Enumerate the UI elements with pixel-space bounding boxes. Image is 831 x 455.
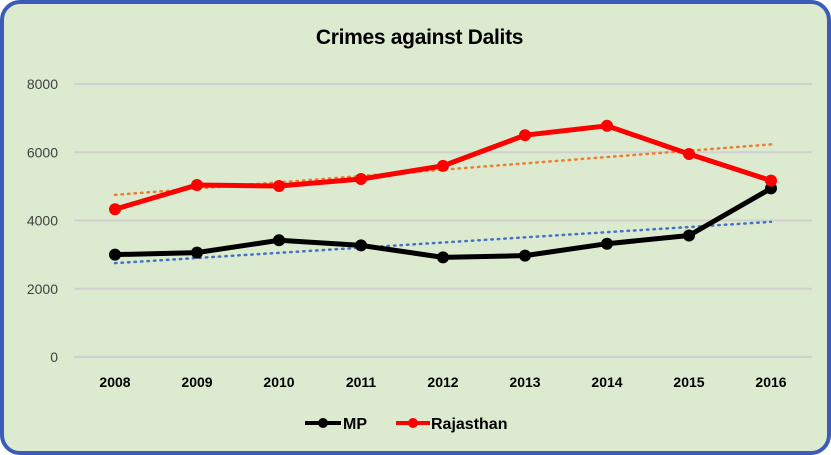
y-tick-label: 8000 bbox=[27, 76, 58, 92]
gridlines bbox=[74, 83, 812, 358]
data-point[interactable] bbox=[683, 229, 695, 242]
legend: MP Rajasthan bbox=[305, 416, 507, 433]
data-point[interactable] bbox=[191, 246, 203, 259]
y-tick-label: 4000 bbox=[27, 213, 58, 229]
series-mp bbox=[109, 182, 777, 264]
data-point[interactable] bbox=[683, 147, 695, 160]
y-tick-label: 6000 bbox=[27, 144, 58, 160]
y-tick-label: 2000 bbox=[27, 281, 58, 297]
legend-item-mp[interactable]: MP bbox=[305, 416, 367, 433]
data-point[interactable] bbox=[765, 174, 777, 187]
y-tick-label: 0 bbox=[50, 349, 58, 365]
x-tick-label: 2014 bbox=[591, 374, 622, 390]
data-point[interactable] bbox=[355, 239, 367, 252]
x-tick-label: 2011 bbox=[346, 374, 377, 390]
legend-item-rajasthan[interactable]: Rajasthan bbox=[396, 416, 507, 433]
data-point[interactable] bbox=[519, 129, 531, 142]
x-tick-label: 2009 bbox=[181, 374, 212, 390]
x-tick-label: 2008 bbox=[99, 374, 130, 390]
x-tick-label: 2016 bbox=[755, 374, 786, 390]
data-point[interactable] bbox=[109, 248, 121, 261]
chart-title: Crimes against Dalits bbox=[315, 26, 524, 49]
legend-label-mp: MP bbox=[343, 416, 367, 433]
data-point[interactable] bbox=[601, 119, 613, 132]
legend-marker-icon bbox=[318, 418, 328, 428]
x-tick-label: 2012 bbox=[427, 374, 458, 390]
data-series bbox=[109, 119, 777, 264]
trendline-mp bbox=[113, 220, 773, 265]
legend-label-rajasthan: Rajasthan bbox=[431, 416, 507, 433]
x-tick-label: 2013 bbox=[509, 374, 540, 390]
legend-marker-icon bbox=[408, 418, 418, 428]
series-rajasthan bbox=[109, 119, 777, 216]
data-point[interactable] bbox=[519, 249, 531, 262]
data-point[interactable] bbox=[273, 180, 285, 193]
y-axis-ticks: 0 2000 4000 6000 8000 bbox=[27, 76, 58, 365]
data-point[interactable] bbox=[191, 179, 203, 192]
data-point[interactable] bbox=[109, 203, 121, 216]
x-axis-ticks: 2008 2009 2010 2011 2012 2013 2014 2015 2016 bbox=[99, 374, 786, 390]
data-point[interactable] bbox=[437, 251, 449, 264]
x-tick-label: 2015 bbox=[673, 374, 704, 390]
data-point[interactable] bbox=[273, 234, 285, 247]
x-tick-label: 2010 bbox=[263, 374, 294, 390]
data-point[interactable] bbox=[601, 237, 613, 250]
data-point[interactable] bbox=[355, 173, 367, 186]
data-point[interactable] bbox=[437, 159, 449, 172]
